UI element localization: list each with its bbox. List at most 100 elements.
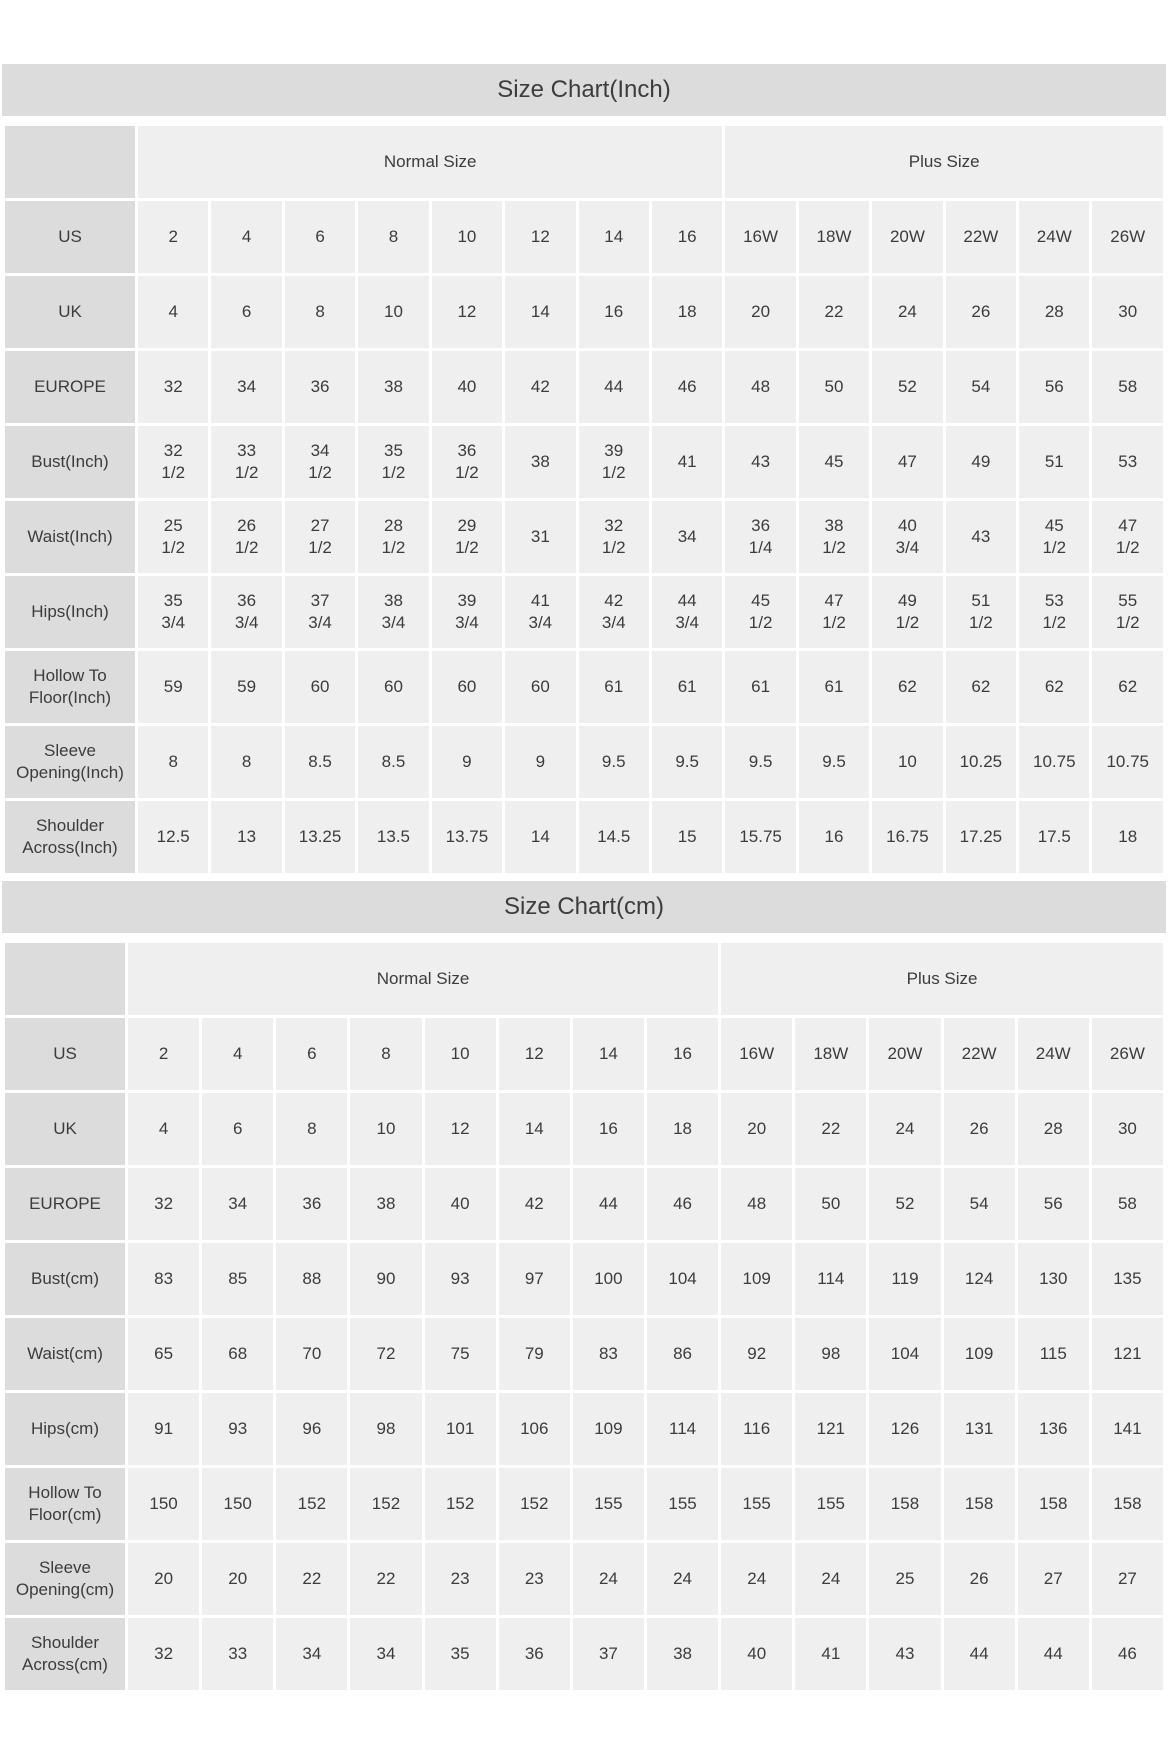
size-value-cell: 35 3/4 <box>138 576 209 648</box>
size-value-cell: 31 <box>505 501 576 573</box>
size-value-cell: 59 <box>211 651 282 723</box>
size-value-cell: 10 <box>431 201 503 273</box>
size-value-cell: 6 <box>202 1093 274 1165</box>
size-value-cell: 24W <box>1017 1018 1089 1090</box>
size-value-cell: 6 <box>276 1018 348 1090</box>
size-value-cell: 10.25 <box>945 726 1017 798</box>
row-header: EUROPE <box>5 351 135 423</box>
size-value-cell: 116 <box>721 1393 793 1465</box>
size-value-cell: 49 1/2 <box>872 576 943 648</box>
size-value-cell: 15 <box>651 801 723 873</box>
size-value-cell: 8 <box>276 1093 348 1165</box>
group-header-row: Normal Size Plus Size <box>5 943 1163 1015</box>
size-value-cell: 158 <box>1091 1468 1163 1540</box>
size-value-cell: 51 1/2 <box>945 576 1017 648</box>
size-value-cell: 34 <box>211 351 282 423</box>
size-value-cell: 33 1/2 <box>211 426 282 498</box>
size-chart-inch-section: Size Chart(Inch) Normal Size Plus Size US 2… <box>2 64 1166 876</box>
row-header: Bust(Inch) <box>5 426 135 498</box>
size-value-cell: 15.75 <box>725 801 796 873</box>
size-value-cell: 22 <box>276 1543 348 1615</box>
size-value-cell: 28 1/2 <box>358 501 429 573</box>
size-value-cell: 14 <box>572 1018 644 1090</box>
size-value-cell: 16.75 <box>872 801 943 873</box>
size-value-cell: 46 <box>1091 1618 1163 1690</box>
size-value-cell: 131 <box>943 1393 1015 1465</box>
table-row: Sleeve Opening(cm) 20 20 22 22 23 23 24 24 24 24 25… <box>5 1543 1163 1615</box>
size-value-cell: 18 <box>646 1093 719 1165</box>
row-header: US <box>5 201 135 273</box>
size-value-cell: 13.75 <box>431 801 503 873</box>
size-value-cell: 12 <box>424 1093 496 1165</box>
table-row: US 2 4 6 8 10 12 14 16 16W 18W 20W 22W 24W 26W <box>5 1018 1163 1090</box>
size-value-cell: 86 <box>646 1318 719 1390</box>
size-value-cell: 93 <box>202 1393 274 1465</box>
size-value-cell: 34 <box>276 1618 348 1690</box>
size-value-cell: 88 <box>276 1243 348 1315</box>
size-value-cell: 62 <box>1092 651 1163 723</box>
size-value-cell: 44 3/4 <box>651 576 723 648</box>
size-value-cell: 32 <box>138 351 209 423</box>
size-value-cell: 24 <box>872 276 943 348</box>
size-value-cell: 8 <box>138 726 209 798</box>
size-value-cell: 4 <box>202 1018 274 1090</box>
size-value-cell: 35 1/2 <box>358 426 429 498</box>
size-value-cell: 32 1/2 <box>578 501 649 573</box>
size-value-cell: 10 <box>350 1093 422 1165</box>
size-value-cell: 60 <box>431 651 503 723</box>
table-row: EUROPE 32 34 36 38 40 42 44 46 48 50 52 54 56 58 <box>5 351 1163 423</box>
size-value-cell: 28 <box>1017 1093 1089 1165</box>
row-header: EUROPE <box>5 1168 125 1240</box>
size-value-cell: 91 <box>128 1393 200 1465</box>
table-row: Hips(cm) 91 93 96 98 101 106 109 114 116 121 126 131… <box>5 1393 1163 1465</box>
size-chart-inch-table: Normal Size Plus Size US 2 4 6 8 10 12 14 16 16W 18W… <box>2 123 1166 876</box>
size-value-cell: 46 <box>646 1168 719 1240</box>
size-value-cell: 14 <box>578 201 649 273</box>
size-value-cell: 121 <box>795 1393 867 1465</box>
size-value-cell: 10 <box>358 276 429 348</box>
size-value-cell: 22 <box>795 1093 867 1165</box>
size-value-cell: 25 1/2 <box>138 501 209 573</box>
size-value-cell: 12 <box>498 1018 570 1090</box>
size-value-cell: 20 <box>725 276 796 348</box>
size-value-cell: 18 <box>1092 801 1163 873</box>
size-value-cell: 24 <box>869 1093 941 1165</box>
size-value-cell: 58 <box>1091 1168 1163 1240</box>
row-header: Bust(cm) <box>5 1243 125 1315</box>
table-row: Shoulder Across(cm) 32 33 34 34 35 36 37 38 40 41 4… <box>5 1618 1163 1690</box>
size-value-cell: 38 <box>350 1168 422 1240</box>
size-value-cell: 141 <box>1091 1393 1163 1465</box>
size-value-cell: 155 <box>572 1468 644 1540</box>
size-value-cell: 98 <box>795 1318 867 1390</box>
size-value-cell: 104 <box>869 1318 941 1390</box>
size-value-cell: 8.5 <box>284 726 356 798</box>
size-value-cell: 152 <box>498 1468 570 1540</box>
size-value-cell: 90 <box>350 1243 422 1315</box>
size-value-cell: 53 1/2 <box>1019 576 1090 648</box>
size-value-cell: 96 <box>276 1393 348 1465</box>
size-group-header: Plus Size <box>725 126 1163 198</box>
table-row: UK 4 6 8 10 12 14 16 18 20 22 24 26 28 30 <box>5 1093 1163 1165</box>
size-value-cell: 70 <box>276 1318 348 1390</box>
size-value-cell: 124 <box>943 1243 1015 1315</box>
size-value-cell: 119 <box>869 1243 941 1315</box>
size-value-cell: 36 <box>276 1168 348 1240</box>
size-value-cell: 4 <box>128 1093 200 1165</box>
size-value-cell: 24 <box>795 1543 867 1615</box>
size-value-cell: 62 <box>872 651 943 723</box>
size-value-cell: 9.5 <box>725 726 796 798</box>
size-value-cell: 36 <box>284 351 356 423</box>
size-value-cell: 9.5 <box>798 726 870 798</box>
row-header: UK <box>5 276 135 348</box>
table-row: Bust(Inch) 32 1/2 33 1/2 34 1/2 35 1/2 36 1/2… <box>5 426 1163 498</box>
size-value-cell: 100 <box>572 1243 644 1315</box>
size-value-cell: 30 <box>1091 1093 1163 1165</box>
size-value-cell: 8.5 <box>358 726 429 798</box>
size-value-cell: 27 1/2 <box>284 501 356 573</box>
size-value-cell: 14.5 <box>578 801 649 873</box>
size-value-cell: 62 <box>945 651 1017 723</box>
size-value-cell: 55 1/2 <box>1092 576 1163 648</box>
size-value-cell: 9 <box>505 726 576 798</box>
size-value-cell: 101 <box>424 1393 496 1465</box>
size-value-cell: 158 <box>943 1468 1015 1540</box>
